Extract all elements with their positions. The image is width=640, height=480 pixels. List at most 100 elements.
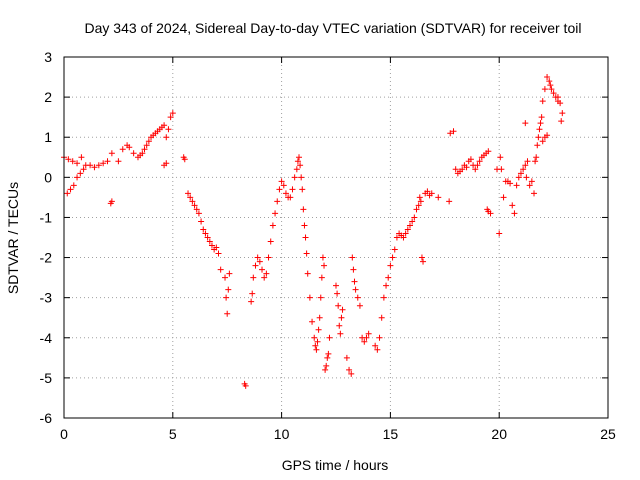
data-point <box>385 274 392 281</box>
data-point <box>337 330 344 337</box>
data-point <box>536 126 543 133</box>
data-point <box>301 222 308 229</box>
data-point <box>343 354 350 361</box>
data-point <box>259 266 266 273</box>
data-point <box>274 198 281 205</box>
data-point <box>269 222 276 229</box>
data-point <box>497 154 504 161</box>
data-point <box>535 134 542 141</box>
y-tick-label: -3 <box>40 290 53 306</box>
data-point <box>87 162 94 169</box>
data-point <box>319 254 326 261</box>
data-point <box>409 218 416 225</box>
data-point <box>256 258 263 265</box>
data-point <box>141 146 148 153</box>
y-tick-label: 0 <box>44 169 52 185</box>
data-point <box>515 174 522 181</box>
data-point <box>520 166 527 173</box>
data-point <box>222 274 229 281</box>
data-point <box>363 334 370 341</box>
data-point <box>435 194 442 201</box>
data-point <box>400 234 407 241</box>
data-point <box>523 174 530 181</box>
data-point <box>322 366 329 373</box>
data-point <box>517 170 524 177</box>
data-points <box>61 74 566 389</box>
data-point <box>528 178 535 185</box>
data-point <box>163 134 170 141</box>
data-point <box>476 158 483 165</box>
data-point <box>544 74 551 81</box>
data-point <box>334 290 341 297</box>
data-point <box>315 326 322 333</box>
data-point <box>511 210 518 217</box>
data-point <box>336 322 343 329</box>
data-point <box>312 342 319 349</box>
data-point <box>351 278 358 285</box>
data-point <box>69 158 76 165</box>
data-point <box>317 294 324 301</box>
x-tick-label: 25 <box>600 426 616 442</box>
data-point <box>107 200 114 207</box>
data-point <box>413 206 420 213</box>
data-point <box>325 350 332 357</box>
data-point <box>67 186 74 193</box>
data-point <box>472 166 479 173</box>
data-point <box>163 160 170 167</box>
data-point <box>532 158 539 165</box>
data-point <box>323 362 330 369</box>
data-point <box>428 190 435 197</box>
data-point <box>450 128 457 135</box>
data-point <box>509 202 516 209</box>
data-point <box>250 274 257 281</box>
data-point <box>333 282 339 289</box>
data-point <box>402 230 409 237</box>
data-point <box>335 302 342 309</box>
data-point <box>558 118 565 125</box>
data-point <box>80 166 87 173</box>
data-point <box>487 210 494 217</box>
data-point <box>306 294 313 301</box>
data-point <box>261 274 268 281</box>
y-tick-label: 2 <box>44 89 52 105</box>
data-point <box>387 262 394 269</box>
data-point <box>77 170 84 177</box>
data-point <box>95 162 102 169</box>
data-point <box>198 218 205 225</box>
data-point <box>548 86 555 93</box>
data-point <box>522 120 529 127</box>
data-point <box>224 310 231 317</box>
y-tick-label: -1 <box>40 209 53 225</box>
data-point <box>321 262 328 269</box>
data-point <box>309 318 316 325</box>
data-point <box>356 302 363 309</box>
data-point <box>416 194 423 201</box>
data-point <box>474 162 481 169</box>
x-axis-label: GPS time / hours <box>282 457 389 473</box>
data-point <box>537 120 544 127</box>
data-point <box>524 158 531 165</box>
data-point <box>538 114 545 121</box>
data-point <box>348 370 355 377</box>
x-tick-label: 0 <box>60 426 68 442</box>
data-point <box>534 142 541 149</box>
data-point <box>546 78 553 85</box>
data-point <box>130 150 137 157</box>
data-point <box>446 198 453 205</box>
data-point <box>104 158 111 165</box>
data-point <box>533 154 540 161</box>
data-point <box>223 294 230 301</box>
data-point <box>169 110 176 117</box>
data-point <box>289 186 296 193</box>
data-point <box>70 182 77 189</box>
chart-title: Day 343 of 2024, Sidereal Day-to-day VTE… <box>85 20 582 36</box>
data-point <box>463 164 470 171</box>
data-point <box>420 258 427 265</box>
x-tick-label: 10 <box>274 426 290 442</box>
data-point <box>254 254 261 261</box>
x-tick-label: 15 <box>383 426 399 442</box>
axis-ticks <box>63 56 609 419</box>
data-point <box>313 346 320 353</box>
y-tick-label: -4 <box>40 330 53 346</box>
data-point <box>252 262 259 269</box>
